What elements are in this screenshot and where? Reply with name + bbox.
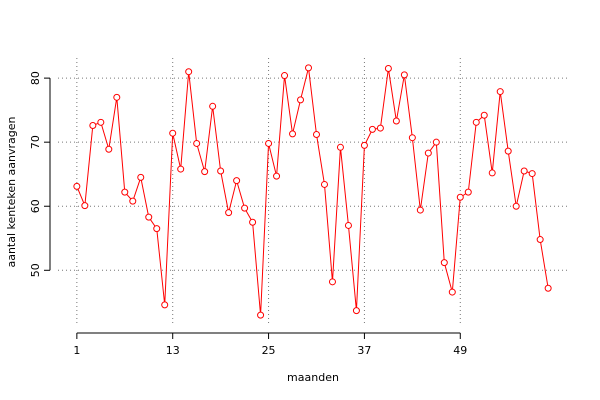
- data-point: [464, 188, 472, 196]
- data-point: [129, 197, 137, 205]
- x-axis-label: maanden: [287, 371, 339, 384]
- data-point: [297, 96, 305, 104]
- data-point: [257, 311, 265, 319]
- data-point: [376, 124, 384, 132]
- data-point: [408, 134, 416, 142]
- data-point: [265, 139, 273, 147]
- data-point: [81, 202, 89, 210]
- x-tick-label: 13: [166, 344, 180, 357]
- data-point: [305, 64, 313, 72]
- y-tick-label: 70: [29, 135, 42, 149]
- data-point: [89, 122, 97, 130]
- y-tick-label: 80: [29, 71, 42, 85]
- data-point: [121, 188, 129, 196]
- data-point: [201, 168, 209, 176]
- data-point: [520, 167, 528, 175]
- y-tick-label: 50: [29, 263, 42, 277]
- data-point: [185, 68, 193, 76]
- data-point: [273, 172, 281, 180]
- x-tick-label: 37: [357, 344, 371, 357]
- data-point: [504, 147, 512, 155]
- data-point: [137, 173, 145, 181]
- y-axis-label: aantal kenteken aanvragen: [5, 116, 18, 267]
- data-point: [536, 236, 544, 244]
- data-point: [312, 130, 320, 138]
- data-point: [544, 284, 552, 292]
- data-point: [440, 259, 448, 267]
- data-point: [344, 221, 352, 229]
- data-point: [233, 177, 241, 185]
- data-point: [177, 165, 185, 173]
- data-point: [512, 202, 520, 210]
- data-point: [225, 209, 233, 217]
- data-point: [73, 182, 81, 190]
- data-point: [432, 138, 440, 146]
- data-point: [169, 129, 177, 137]
- data-point: [368, 125, 376, 133]
- data-point: [336, 143, 344, 151]
- data-point: [289, 130, 297, 138]
- data-point: [360, 141, 368, 149]
- data-point: [416, 206, 424, 214]
- data-point: [217, 167, 225, 175]
- data-point: [105, 145, 113, 153]
- x-tick-label: 1: [73, 344, 80, 357]
- data-point: [281, 72, 289, 80]
- data-point: [241, 204, 249, 212]
- data-point: [153, 225, 161, 233]
- data-point: [209, 102, 217, 110]
- data-point: [456, 193, 464, 201]
- data-point: [161, 301, 169, 309]
- data-point: [488, 169, 496, 177]
- data-point: [480, 111, 488, 119]
- x-tick-label: 25: [262, 344, 276, 357]
- data-line: [76, 67, 549, 316]
- y-tick-label: 60: [29, 199, 42, 213]
- data-point: [496, 88, 504, 96]
- data-point: [97, 118, 105, 126]
- data-point: [424, 149, 432, 157]
- data-point: [249, 218, 257, 226]
- data-point: [448, 288, 456, 296]
- data-point: [145, 213, 153, 221]
- x-tick-label: 49: [453, 344, 467, 357]
- data-point: [528, 170, 536, 178]
- data-point: [352, 307, 360, 315]
- data-point: [384, 65, 392, 73]
- data-point: [328, 278, 336, 286]
- data-point: [392, 117, 400, 125]
- data-point: [400, 71, 408, 79]
- data-point: [193, 139, 201, 147]
- data-point: [320, 180, 328, 188]
- data-point: [472, 118, 480, 126]
- data-point: [113, 93, 121, 101]
